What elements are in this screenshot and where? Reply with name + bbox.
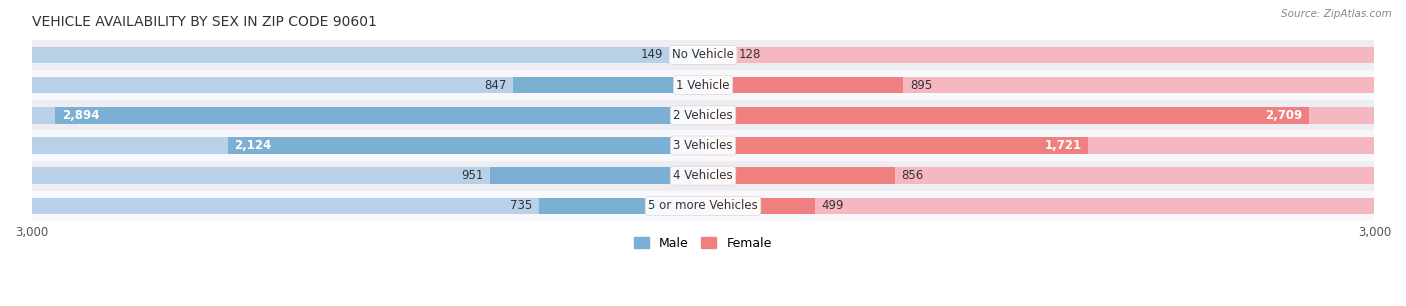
Text: 2 Vehicles: 2 Vehicles — [673, 109, 733, 122]
Text: Source: ZipAtlas.com: Source: ZipAtlas.com — [1281, 9, 1392, 19]
Text: VEHICLE AVAILABILITY BY SEX IN ZIP CODE 90601: VEHICLE AVAILABILITY BY SEX IN ZIP CODE … — [31, 15, 377, 29]
Text: 149: 149 — [641, 48, 664, 62]
Bar — [703, 137, 1088, 154]
Text: 951: 951 — [461, 169, 484, 182]
Bar — [31, 137, 703, 154]
Bar — [703, 107, 1375, 124]
Bar — [31, 47, 703, 63]
Text: 856: 856 — [901, 169, 924, 182]
Text: 2,709: 2,709 — [1265, 109, 1302, 122]
Bar — [669, 47, 703, 63]
Text: 3 Vehicles: 3 Vehicles — [673, 139, 733, 152]
Bar — [491, 167, 703, 184]
Bar — [703, 167, 894, 184]
Text: 735: 735 — [509, 199, 531, 212]
Bar — [31, 130, 1375, 161]
Bar — [31, 161, 1375, 191]
Bar — [703, 167, 1375, 184]
Text: 4 Vehicles: 4 Vehicles — [673, 169, 733, 182]
Bar — [538, 198, 703, 214]
Text: 2,124: 2,124 — [235, 139, 271, 152]
Bar — [703, 137, 1375, 154]
Bar — [703, 77, 903, 93]
Text: 128: 128 — [738, 48, 761, 62]
Bar — [31, 77, 703, 93]
Bar — [31, 100, 1375, 130]
Bar — [703, 107, 1309, 124]
Text: 499: 499 — [821, 199, 844, 212]
Bar — [513, 77, 703, 93]
Bar — [55, 107, 703, 124]
Bar — [703, 198, 1375, 214]
Text: 1 Vehicle: 1 Vehicle — [676, 79, 730, 92]
Text: 5 or more Vehicles: 5 or more Vehicles — [648, 199, 758, 212]
Text: 1,721: 1,721 — [1045, 139, 1081, 152]
Bar — [31, 70, 1375, 100]
Bar — [703, 77, 1375, 93]
Bar — [703, 198, 814, 214]
Bar — [31, 40, 1375, 70]
Text: 2,894: 2,894 — [62, 109, 100, 122]
Text: 895: 895 — [910, 79, 932, 92]
Bar — [703, 47, 731, 63]
Bar — [31, 191, 1375, 221]
Bar — [31, 167, 703, 184]
Legend: Male, Female: Male, Female — [630, 232, 776, 255]
Bar — [31, 107, 703, 124]
Bar — [228, 137, 703, 154]
Text: No Vehicle: No Vehicle — [672, 48, 734, 62]
Bar — [703, 47, 1375, 63]
Bar — [31, 198, 703, 214]
Text: 847: 847 — [484, 79, 506, 92]
